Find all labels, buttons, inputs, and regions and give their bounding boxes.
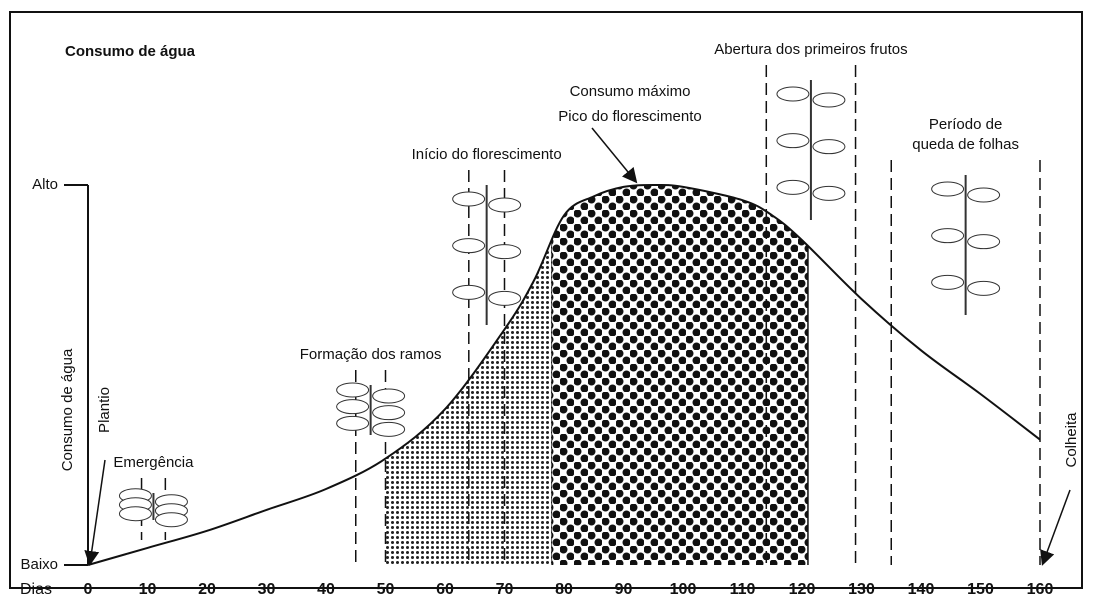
plant-leaf bbox=[967, 187, 1001, 203]
plant-leaf bbox=[812, 185, 846, 201]
plant-leaf bbox=[372, 405, 406, 421]
x-tick-label: 160 bbox=[1027, 581, 1054, 598]
stage-label: Abertura dos primeiros frutos bbox=[714, 41, 907, 58]
plant-leaf bbox=[812, 92, 846, 108]
x-tick-label: 120 bbox=[789, 581, 816, 598]
frame bbox=[9, 11, 1083, 589]
y-tick-label: Alto bbox=[32, 176, 58, 193]
plant-leaf bbox=[931, 181, 965, 197]
plant-leaf bbox=[967, 280, 1001, 296]
plant-leaf bbox=[336, 415, 370, 431]
start-arrow bbox=[84, 459, 106, 566]
plant-leaf bbox=[154, 512, 188, 528]
plant-leaf bbox=[118, 506, 152, 522]
plant-leaf bbox=[931, 228, 965, 244]
x-tick-label: 10 bbox=[139, 581, 157, 598]
consumption-curve bbox=[87, 183, 1041, 566]
x-tick-label: 90 bbox=[615, 581, 633, 598]
x-tick-label: 40 bbox=[317, 581, 335, 598]
stage-label: queda de folhas bbox=[912, 136, 1019, 153]
stage-label: Período de bbox=[929, 116, 1002, 133]
plant-leaf bbox=[931, 274, 965, 290]
plant-leaf bbox=[452, 191, 486, 207]
plant-leaf bbox=[776, 133, 810, 149]
x-tick-label: 150 bbox=[967, 581, 994, 598]
peak-label: Pico do florescimento bbox=[558, 108, 701, 125]
plant-leaf bbox=[488, 290, 522, 306]
plant-leaf bbox=[776, 179, 810, 195]
x-tick-label: 140 bbox=[908, 581, 935, 598]
x-tick-label: 60 bbox=[436, 581, 454, 598]
x-tick-label: 0 bbox=[84, 581, 93, 598]
peak-label: Consumo máximo bbox=[570, 83, 691, 100]
x-tick-label: 130 bbox=[848, 581, 875, 598]
plant-leaf bbox=[452, 284, 486, 300]
plant-leaf bbox=[776, 86, 810, 102]
x-tick-label: 50 bbox=[377, 581, 395, 598]
shaded-region bbox=[552, 184, 808, 565]
plant-leaf bbox=[336, 382, 370, 398]
x-tick-label: 80 bbox=[555, 581, 573, 598]
plant-leaf bbox=[452, 238, 486, 254]
x-tick-label: 20 bbox=[198, 581, 216, 598]
stage-label: Emergência bbox=[113, 454, 194, 471]
peak-arrow bbox=[591, 127, 638, 184]
plant-leaf bbox=[488, 244, 522, 260]
start-label: Plantio bbox=[96, 387, 113, 433]
chart-title: Consumo de água bbox=[65, 43, 196, 60]
x-tick-label: 110 bbox=[730, 581, 756, 598]
end-arrow bbox=[1040, 489, 1071, 566]
plant-leaf bbox=[336, 399, 370, 415]
plant-leaf bbox=[967, 234, 1001, 250]
end-label: Colheita bbox=[1063, 412, 1080, 468]
plant-leaf bbox=[372, 388, 406, 404]
stage-label: Formação dos ramos bbox=[300, 346, 442, 363]
stage-label: Início do florescimento bbox=[412, 146, 562, 163]
x-tick-label: 30 bbox=[258, 581, 276, 598]
y-axis-label: Consumo de água bbox=[59, 348, 76, 471]
plant-leaf bbox=[812, 139, 846, 155]
x-axis-label: Dias bbox=[20, 581, 52, 598]
plant-leaf bbox=[488, 197, 522, 213]
x-tick-label: 70 bbox=[496, 581, 514, 598]
y-tick-label: Baixo bbox=[20, 556, 58, 573]
x-tick-label: 100 bbox=[670, 581, 697, 598]
plant-leaf bbox=[372, 421, 406, 437]
